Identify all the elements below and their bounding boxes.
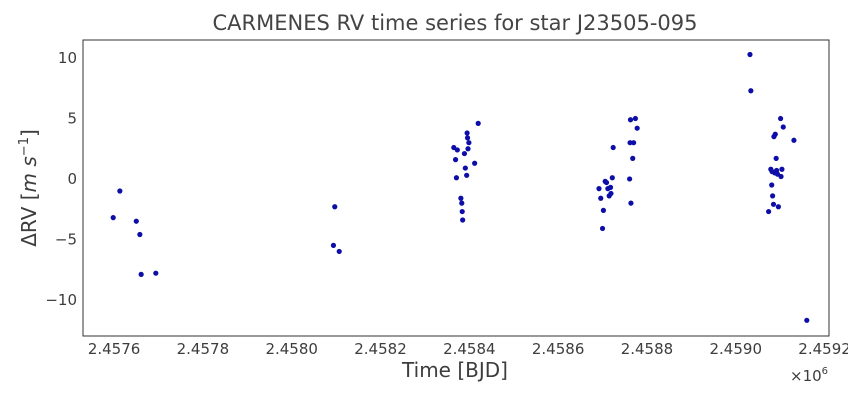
x-tick-label-4: 2.4584 xyxy=(443,340,496,358)
data-point-6 xyxy=(330,242,337,248)
data-point-61 xyxy=(778,115,784,122)
y-axis-label: ΔRV [m s−1] xyxy=(17,129,41,247)
data-point-34 xyxy=(607,184,614,190)
data-point-37 xyxy=(610,144,616,151)
data-point-46 xyxy=(747,51,753,58)
y-tick-label-0: −10 xyxy=(45,291,77,309)
x-tick-label-0: 2.4576 xyxy=(88,340,141,358)
y-label-unit: m s xyxy=(17,156,41,192)
data-point-29 xyxy=(600,207,607,213)
chart-title: CARMENES RV time series for star J23505-… xyxy=(212,11,697,35)
y-tick-label-4: 10 xyxy=(58,49,77,67)
y-label-close: ] xyxy=(17,129,41,137)
x-tick-label-6: 2.4588 xyxy=(621,340,674,358)
data-point-26 xyxy=(596,186,602,192)
data-point-24 xyxy=(472,160,478,166)
data-point-13 xyxy=(458,195,464,201)
data-point-5 xyxy=(153,270,159,276)
data-point-19 xyxy=(464,172,470,178)
x-tick-label-8: 2.4592 xyxy=(798,340,848,358)
data-point-14 xyxy=(459,200,465,206)
data-point-40 xyxy=(627,117,634,123)
data-point-43 xyxy=(631,140,637,146)
data-point-17 xyxy=(461,150,468,157)
x-tick-label-1: 2.4578 xyxy=(177,340,230,358)
data-points xyxy=(110,51,810,323)
data-point-15 xyxy=(459,208,465,215)
data-point-8 xyxy=(336,248,342,255)
data-point-41 xyxy=(628,200,634,206)
x-tick-label-3: 2.4582 xyxy=(354,340,407,358)
y-tick-label-3: 5 xyxy=(67,110,77,128)
data-point-50 xyxy=(769,182,775,188)
data-point-44 xyxy=(632,115,639,122)
data-point-3 xyxy=(137,231,143,238)
data-point-53 xyxy=(770,201,777,207)
data-point-42 xyxy=(630,155,636,161)
data-point-56 xyxy=(772,131,778,137)
x-offset-base: ×10 xyxy=(790,367,822,385)
data-point-7 xyxy=(332,204,338,210)
data-point-36 xyxy=(609,175,615,181)
data-point-64 xyxy=(780,124,786,130)
data-point-20 xyxy=(464,130,470,136)
data-point-45 xyxy=(634,125,640,131)
data-point-52 xyxy=(770,193,776,199)
data-point-18 xyxy=(462,165,468,171)
data-point-2 xyxy=(133,218,139,224)
x-offset-exponent: 6 xyxy=(822,366,828,377)
x-axis-label: Time [BJD] xyxy=(401,358,508,382)
data-point-12 xyxy=(454,147,460,153)
data-point-21 xyxy=(464,135,471,141)
data-point-31 xyxy=(603,179,610,186)
x-tick-label-5: 2.4586 xyxy=(532,340,585,358)
data-point-11 xyxy=(453,175,460,181)
data-point-35 xyxy=(608,190,614,197)
data-point-23 xyxy=(466,140,472,146)
data-point-57 xyxy=(773,155,779,161)
x-tick-label-7: 2.4590 xyxy=(710,340,763,358)
data-point-28 xyxy=(599,225,606,232)
y-label-main: ΔRV [ xyxy=(17,192,41,246)
data-point-16 xyxy=(460,217,466,223)
data-point-65 xyxy=(791,137,797,143)
data-point-38 xyxy=(627,176,633,182)
data-point-10 xyxy=(452,157,459,163)
data-point-47 xyxy=(748,88,754,94)
data-point-1 xyxy=(117,188,123,194)
data-point-62 xyxy=(778,173,784,180)
data-point-66 xyxy=(804,317,810,323)
data-point-0 xyxy=(110,215,116,221)
x-tick-labels: 2.4576 2.4578 2.4580 2.4582 2.4584 2.4586 2.45… xyxy=(88,340,848,358)
y-tick-labels: −10 −5 0 5 10 xyxy=(45,49,77,309)
x-tick-label-2: 2.4580 xyxy=(265,340,318,358)
plot-frame xyxy=(82,39,830,337)
data-point-60 xyxy=(775,204,781,210)
data-point-4 xyxy=(138,271,144,277)
y-tick-label-2: 0 xyxy=(67,170,77,188)
data-point-25 xyxy=(475,120,481,126)
y-label-exponent: −1 xyxy=(17,137,32,156)
x-offset-label: ×106 xyxy=(790,366,828,385)
data-point-27 xyxy=(598,195,604,201)
data-point-63 xyxy=(779,166,785,172)
data-point-22 xyxy=(465,146,471,152)
y-tick-label-1: −5 xyxy=(55,230,77,248)
data-point-48 xyxy=(766,208,772,215)
